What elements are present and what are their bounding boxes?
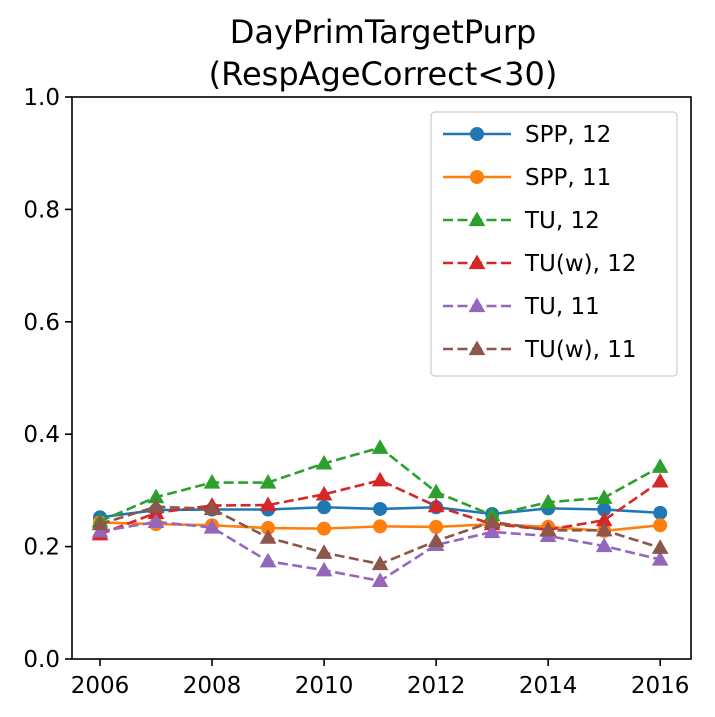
data-point [595,489,613,504]
legend-label: TU(w), 12 [524,251,637,277]
data-point [315,454,333,470]
y-tick-label: 0.2 [23,535,60,561]
data-point [539,521,557,537]
data-point [651,551,669,566]
data-point [91,522,109,538]
data-point [483,513,501,528]
legend-label: SPP, 12 [525,122,611,148]
data-point [203,518,221,534]
legend-entry: TU(w), 12 [443,251,637,277]
y-tick-label: 0.0 [23,647,60,673]
legend-marker [468,211,486,227]
data-point [595,521,613,537]
data-point [317,521,332,536]
series-tu-w-11 [91,498,669,571]
chart-title-line-2: (RespAgeCorrect<30) [209,55,558,93]
data-point [315,544,333,559]
data-point [483,523,501,539]
data-point [651,458,669,473]
data-point [651,472,669,488]
x-tick-label: 2014 [519,673,578,699]
legend-marker [468,340,486,356]
data-point [315,561,333,577]
data-point [429,519,444,534]
legend-label: TU(w), 11 [524,337,637,363]
legend-label: SPP, 11 [525,165,611,191]
plot-area [91,439,669,588]
data-point [427,532,445,548]
legend-label: TU, 12 [524,208,600,234]
data-point [315,485,333,501]
data-point [371,471,389,487]
y-tick-label: 0.4 [23,422,60,448]
data-point [427,497,445,513]
series-line [99,478,661,536]
data-point [317,500,332,515]
data-point [147,498,165,513]
data-point [203,500,221,516]
chart-title-line-1: DayPrimTargetPurp [230,13,537,51]
data-point [373,519,388,534]
legend: SPP, 12 SPP, 11 TU, 12 TU(w), 12 TU, 11 TU(w)… [430,111,678,377]
y-tick-label: 1.0 [23,85,60,111]
data-point [259,552,277,568]
axes-frame [71,96,692,660]
legend-marker [470,170,484,184]
axes: 2006 2008 2010 2012 2014 2016 0.0 0.2 0.4 0.6 0.8 1… [23,85,692,699]
data-point [91,515,109,531]
data-point [371,572,389,588]
series-spp-11 [93,515,668,538]
data-point [259,529,277,544]
x-tick-label: 2008 [183,673,242,699]
legend-entry: SPP, 12 [443,122,611,148]
x-tick-label: 2012 [407,673,466,699]
y-tick-label: 0.8 [23,197,60,223]
legend-marker [470,127,484,141]
data-point [595,537,613,553]
legend-marker [468,254,486,270]
legend-entry: TU(w), 11 [443,337,637,363]
data-point [147,513,165,528]
chart-title: DayPrimTargetPurp (RespAgeCorrect<30) [209,13,558,93]
data-point [371,555,389,571]
data-point [539,493,557,509]
x-tick-label: 2016 [631,673,690,699]
data-point [259,496,277,512]
data-point [651,539,669,554]
legend-entry: TU, 11 [443,294,600,320]
data-point [371,439,389,454]
legend-marker [468,297,486,313]
x-tick-label: 2006 [71,673,130,699]
legend-label: TU, 11 [524,294,600,320]
legend-entry: SPP, 11 [443,165,611,191]
y-tick-label: 0.6 [23,310,60,336]
x-tick-label: 2010 [295,673,354,699]
data-point [653,505,668,520]
data-point [259,474,277,489]
legend-entry: TU, 12 [443,208,600,234]
data-point [203,474,221,489]
data-point [373,501,388,516]
data-point [653,518,668,533]
